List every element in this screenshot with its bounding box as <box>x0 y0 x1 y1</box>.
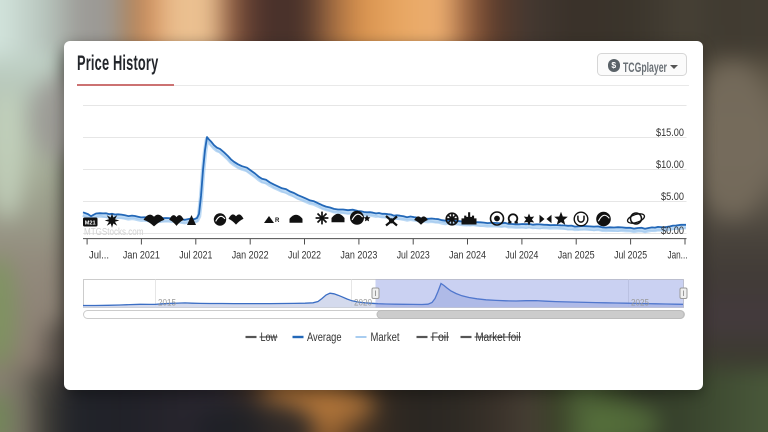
svg-text:Jul 2023: Jul 2023 <box>397 249 430 261</box>
svg-text:2020: 2020 <box>354 297 372 307</box>
svg-text:2025: 2025 <box>631 297 649 307</box>
svg-text:M21: M21 <box>85 221 96 227</box>
svg-text:Average: Average <box>307 332 342 344</box>
svg-text:Jul...: Jul... <box>89 249 109 261</box>
svg-text:Market: Market <box>371 332 401 344</box>
svg-text:Foil: Foil <box>432 332 449 344</box>
svg-text:Jan 2023: Jan 2023 <box>340 249 377 261</box>
svg-text:Jul 2022: Jul 2022 <box>288 249 321 261</box>
svg-text:$5.00: $5.00 <box>661 191 684 203</box>
svg-text:Low: Low <box>261 332 278 344</box>
svg-text:R: R <box>275 218 280 224</box>
svg-text:Jan 2021: Jan 2021 <box>123 249 160 261</box>
svg-text:$0.00: $0.00 <box>661 225 684 237</box>
svg-text:Jan 2025: Jan 2025 <box>558 249 595 261</box>
svg-text:Jul 2021: Jul 2021 <box>179 249 212 261</box>
svg-text:$10.00: $10.00 <box>656 159 684 171</box>
svg-text:Jul 2024: Jul 2024 <box>505 249 538 261</box>
svg-text:Jan 2024: Jan 2024 <box>449 249 486 261</box>
svg-text:$15.00: $15.00 <box>656 127 684 139</box>
svg-text:2015: 2015 <box>158 297 176 307</box>
svg-text:Market foil: Market foil <box>476 332 521 344</box>
svg-text:Jul 2025: Jul 2025 <box>614 249 647 261</box>
svg-text:MTGStocks.com: MTGStocks.com <box>84 227 144 238</box>
svg-text:Jan 2022: Jan 2022 <box>232 249 269 261</box>
svg-text:Jan...: Jan... <box>668 249 688 261</box>
